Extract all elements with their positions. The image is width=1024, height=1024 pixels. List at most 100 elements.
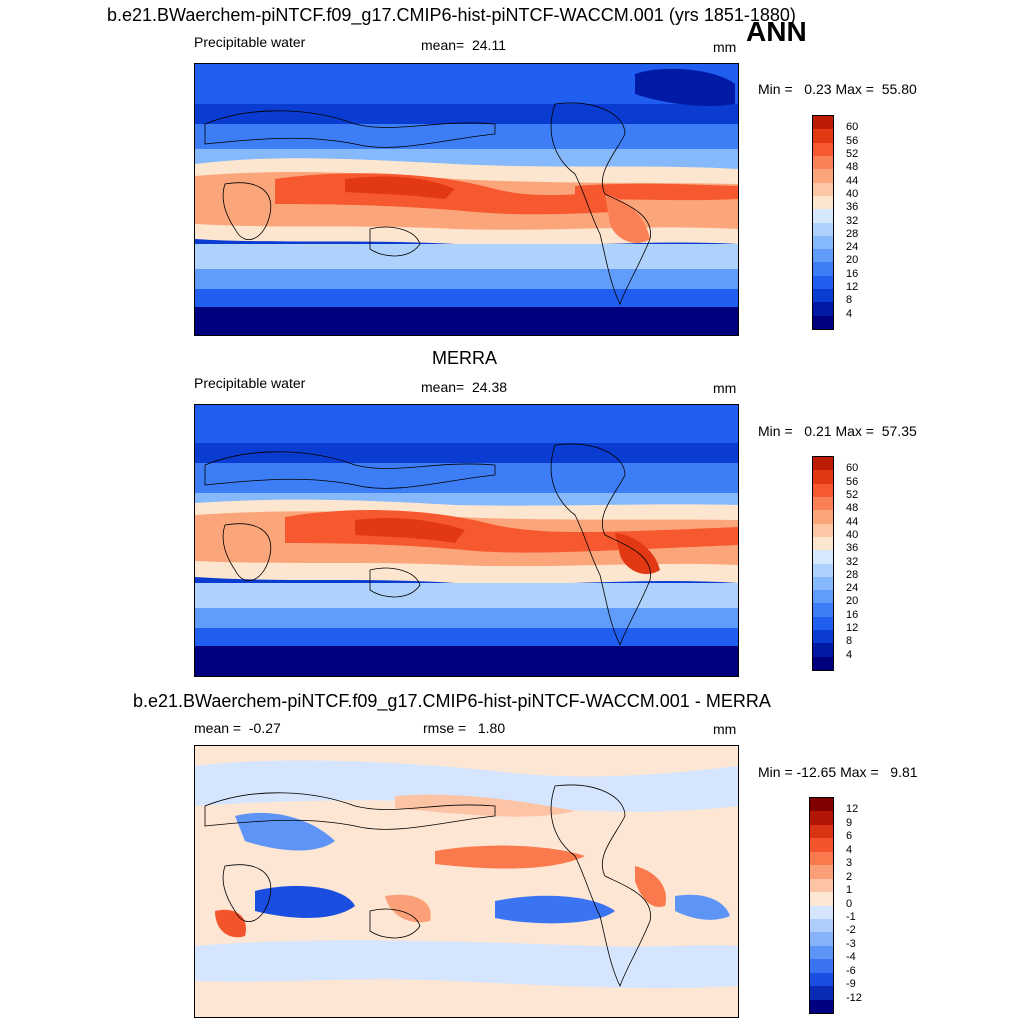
- panel2-amazon: [615, 533, 660, 575]
- panel2-units: mm: [713, 380, 737, 396]
- panel1-colorbar-swatch: [813, 275, 833, 290]
- panel1-variable: Precipitable water: [194, 34, 306, 50]
- panel3-colorbar-label: -3: [846, 937, 856, 950]
- panel2-colorbar-swatch: [813, 483, 833, 497]
- panel3-colorbar-label: 2: [846, 870, 853, 883]
- panel3-colorbar-label: 12: [846, 803, 859, 816]
- panel2-colorbar-label: 12: [846, 622, 859, 635]
- panel3-colorbar-swatch: [810, 986, 833, 1000]
- panel1-minmax: Min = 0.23 Max = 55.80: [758, 81, 917, 97]
- panel3-australia-warm: [385, 894, 431, 923]
- panel1-colorbar-swatch: [813, 116, 833, 130]
- panel2-colorbar-label: 40: [846, 528, 859, 541]
- panel2-colorbar-label: 60: [846, 462, 859, 475]
- panel2-colorbar-swatch: [813, 643, 833, 657]
- panel1-warm-core: [345, 176, 455, 199]
- panel3-colorbar-swatch: [810, 878, 833, 893]
- panel1-colorbar-swatch: [813, 222, 833, 236]
- panel2-colorbar-swatch: [813, 510, 833, 524]
- panel3-australia-outline: [369, 908, 421, 939]
- panel1-colorbar-swatch: [813, 169, 833, 183]
- panel3-colorbar-swatch: [810, 811, 833, 825]
- panel2-colorbar-swatch: [813, 630, 833, 644]
- panel2-colorbar-swatch: [813, 563, 833, 577]
- panel1-colorbar-swatch: [813, 195, 833, 210]
- panel1-colorbar-swatch: [813, 315, 833, 329]
- panel2-band-s2: [195, 608, 738, 628]
- panel1-colorbar-label: 32: [846, 214, 859, 227]
- panel1-itcz-east: [575, 183, 738, 201]
- panel3-africa-outline: [222, 864, 272, 922]
- panel1-colorbar-swatch: [813, 302, 833, 316]
- panel3-colorbar-swatch: [810, 838, 833, 852]
- panel2-colorbar-swatch: [813, 470, 833, 484]
- panel2-colorbar-label: 56: [846, 475, 859, 488]
- panel3-colorbar-label: -4: [846, 951, 856, 964]
- panel3-colorbar-label: 1: [846, 884, 853, 897]
- panel1-colorbar-swatch: [813, 129, 833, 143]
- panel1-colorbar-swatch: [813, 142, 833, 156]
- panel3-colorbar-swatch: [810, 918, 833, 933]
- panel2-colorbar-swatch: [813, 550, 833, 564]
- panel3-colorbar-label: 4: [846, 843, 853, 856]
- panel3-colorbar-label: 9: [846, 816, 853, 829]
- panel2-colorbar-label: 28: [846, 568, 859, 581]
- panel2-mean: mean= 24.38: [421, 379, 508, 395]
- panel1-colorbar-swatch: [813, 182, 833, 196]
- panel3-colorbar-label: -6: [846, 964, 856, 977]
- panel2-band-s3: [195, 628, 738, 646]
- panel3-map: [194, 745, 739, 1018]
- panel3-minmax: Min = -12.65 Max = 9.81: [758, 764, 918, 780]
- panel2-colorbar-label: 20: [846, 595, 859, 608]
- panel2-colorbar-label: 36: [846, 542, 859, 555]
- panel2-minmax: Min = 0.21 Max = 57.35: [758, 423, 917, 439]
- panel2-colorbar-swatch: [813, 576, 833, 591]
- panel2-colorbar-swatch: [813, 603, 833, 617]
- panel3-colorbar-label: -12: [846, 991, 862, 1004]
- panel3-colorbar-swatch: [810, 798, 833, 812]
- panel1-colorbar-label: 36: [846, 201, 859, 214]
- panel3-units: mm: [713, 721, 737, 737]
- panel3-colorbar-swatch: [810, 851, 833, 866]
- panel1-africa-outline: [222, 182, 272, 240]
- panel1-colorbar-swatch: [813, 235, 833, 250]
- panel1-colorbar-label: 16: [846, 267, 859, 280]
- panel3-itcz-warm: [435, 845, 585, 869]
- panel2-colorbar-swatch: [813, 616, 833, 631]
- panel1-mean: mean= 24.11: [421, 37, 506, 53]
- panel3-spac-dry: [495, 895, 615, 924]
- panel1-colorbar-swatch: [813, 289, 833, 303]
- panel3-map-svg: [195, 746, 738, 1017]
- panel1-colorbar: [812, 115, 834, 330]
- panel1-amazon: [605, 194, 650, 244]
- panel1-band-s3: [195, 289, 738, 307]
- panel3-colorbar-swatch: [810, 999, 833, 1013]
- panel3-colorbar-swatch: [810, 932, 833, 946]
- panel1-colorbar-label: 48: [846, 161, 859, 174]
- panel3-asia-dry: [235, 812, 335, 851]
- panel3-colorbar: [809, 797, 834, 1014]
- panel1-colorbar-label: 44: [846, 174, 859, 187]
- panel1-americas-outline: [550, 102, 651, 306]
- panel3-southern-light: [195, 940, 738, 989]
- panel2-colorbar-swatch: [813, 457, 833, 471]
- panel3-indian-dry: [255, 886, 355, 918]
- panel2-colorbar-swatch: [813, 656, 833, 670]
- panel2-warm-core: [355, 518, 465, 543]
- panel2-colorbar: [812, 456, 834, 671]
- panel2-variable: Precipitable water: [194, 375, 306, 391]
- panel2-eurasia-outline: [204, 451, 496, 489]
- panel2-map-svg: [195, 405, 738, 676]
- season-label: ANN: [746, 16, 807, 47]
- panel3-colorbar-swatch: [810, 865, 833, 879]
- panel3-colorbar-swatch: [810, 892, 833, 906]
- panel3-colorbar-swatch: [810, 945, 833, 960]
- panel1-colorbar-label: 4: [846, 307, 853, 320]
- panel2-colorbar-swatch: [813, 590, 833, 604]
- panel3-colorbar-swatch: [810, 959, 833, 973]
- panel1-colorbar-label: 24: [846, 241, 859, 254]
- panel1-colorbar-swatch: [813, 155, 833, 170]
- panel2-map: [194, 404, 739, 677]
- panel2-north-cool: [195, 405, 738, 443]
- panel2-colorbar-swatch: [813, 496, 833, 511]
